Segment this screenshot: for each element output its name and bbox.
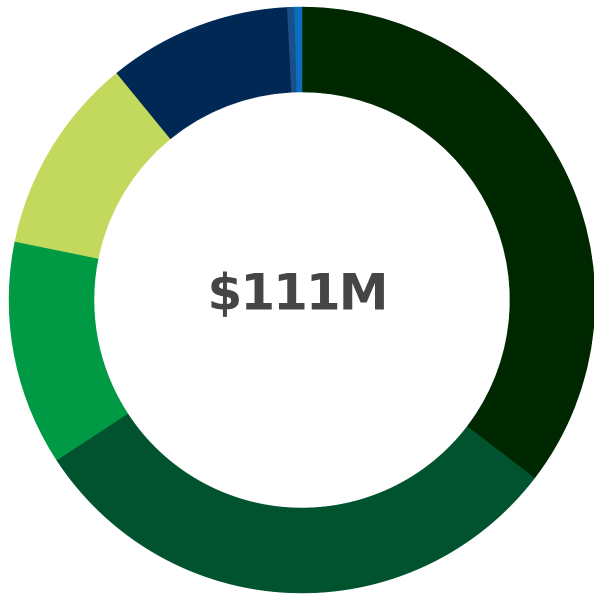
center-label: $111M xyxy=(208,264,387,322)
donut-slice xyxy=(56,413,535,594)
donut xyxy=(8,6,594,594)
donut-slice xyxy=(301,6,594,479)
donut-slice xyxy=(294,6,303,93)
